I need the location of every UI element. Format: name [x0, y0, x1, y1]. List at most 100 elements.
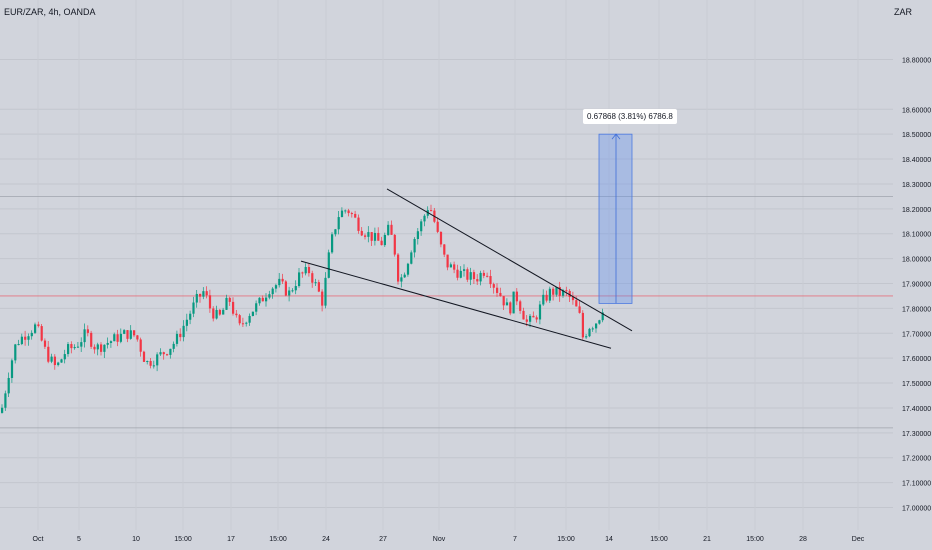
candle-body: [199, 293, 202, 297]
candle-body: [439, 231, 443, 245]
candle-body: [585, 336, 588, 338]
candle-body: [119, 333, 122, 342]
candle-body: [245, 322, 248, 324]
x-tick-label: 15:00: [557, 536, 575, 543]
candle-body: [228, 297, 231, 302]
candle-body: [1, 407, 4, 413]
candle-body: [301, 272, 304, 274]
candle-body: [53, 356, 56, 366]
candle-body: [542, 294, 545, 305]
candle-body: [278, 278, 281, 286]
trendlines[interactable]: [300, 188, 633, 349]
x-tick-label: 15:00: [174, 536, 192, 543]
candle-body: [10, 360, 14, 378]
candle-body: [525, 319, 528, 322]
candle-body: [512, 291, 515, 314]
candle-body: [248, 315, 251, 323]
y-tick-label: 18.60000: [902, 107, 931, 114]
candle-body: [218, 309, 221, 315]
candle-body: [482, 272, 485, 276]
candle-body: [486, 275, 489, 277]
candle-body: [60, 359, 63, 363]
candle-body: [63, 354, 66, 360]
candle-body: [492, 284, 495, 288]
trendline-upper[interactable]: [386, 188, 633, 332]
candle-body: [390, 224, 393, 235]
candle-body: [251, 311, 254, 316]
candle-body: [364, 235, 367, 237]
candle-body: [261, 297, 264, 302]
candle-body: [340, 210, 344, 218]
candle-body: [166, 354, 169, 356]
candle-body: [202, 291, 205, 297]
x-tick-label: 15:00: [269, 536, 287, 543]
symbol-title[interactable]: EUR/ZAR, 4h, OANDA: [4, 7, 96, 17]
candle-body: [14, 344, 17, 361]
candle-body: [86, 329, 89, 333]
candle-body: [205, 291, 208, 296]
y-tick-label: 18.00000: [902, 257, 931, 264]
candle-body: [172, 343, 175, 349]
candle-body: [212, 308, 215, 319]
x-tick-label: 10: [132, 536, 140, 543]
time-axis[interactable]: Oct 5 10 15:00 17 15:00 24 27 Nov 7 15:00 14 15:00 21…: [33, 536, 865, 543]
y-tick-label: 18.80000: [902, 58, 931, 65]
candle-body: [34, 324, 37, 333]
candle-body: [370, 232, 373, 241]
candle-body: [142, 351, 146, 362]
x-tick-label: Dec: [852, 536, 865, 543]
candle-body: [443, 244, 446, 255]
candle-body: [420, 221, 423, 232]
y-tick-label: 17.30000: [902, 431, 931, 438]
y-tick-label: 17.70000: [902, 331, 931, 338]
candle-body: [387, 224, 390, 235]
candle-body: [208, 295, 212, 309]
candle-body: [331, 234, 334, 253]
currency-label: ZAR: [894, 7, 912, 17]
x-tick-label: 14: [605, 536, 613, 543]
candle-body: [453, 264, 456, 270]
candle-body: [238, 315, 241, 324]
candle-body: [103, 344, 106, 352]
y-tick-label: 17.10000: [902, 481, 931, 488]
candle-body: [317, 282, 320, 292]
trendline-lower[interactable]: [300, 260, 612, 349]
candle-body: [274, 285, 278, 289]
gridlines: [0, 59, 893, 508]
y-tick-label: 18.10000: [902, 232, 931, 239]
candle-body: [552, 288, 555, 295]
candle-body: [179, 333, 182, 338]
x-tick-label: 28: [799, 536, 807, 543]
candle-body: [509, 302, 512, 314]
candle-body: [192, 302, 195, 314]
x-tick-label: 24: [322, 536, 330, 543]
candle-body: [416, 231, 419, 240]
x-tick-label: 27: [379, 536, 387, 543]
x-tick-label: 15:00: [650, 536, 668, 543]
candle-body: [162, 352, 165, 355]
candle-body: [562, 290, 565, 296]
candle-body: [575, 300, 578, 307]
y-tick-label: 17.80000: [902, 306, 931, 313]
candle-body: [37, 324, 40, 327]
candle-body: [255, 303, 258, 312]
measure-tool[interactable]: [598, 133, 633, 304]
candle-body: [271, 288, 274, 295]
candle-body: [459, 270, 462, 278]
candle-body: [284, 281, 287, 296]
candle-body: [436, 221, 439, 232]
x-tick-label: 7: [513, 536, 517, 543]
y-tick-label: 17.20000: [902, 456, 931, 463]
candle-body: [241, 323, 245, 325]
y-tick-label: 18.20000: [902, 207, 931, 214]
candle-body: [403, 274, 406, 278]
candle-body: [93, 346, 96, 350]
measure-box[interactable]: [598, 133, 633, 304]
candle-body: [469, 272, 472, 280]
candle-body: [334, 229, 337, 235]
y-tick-label: 17.00000: [902, 506, 931, 513]
price-axis[interactable]: 18.80000 18.60000 18.50000 18.40000 18.30000…: [893, 0, 932, 550]
candle-body: [100, 344, 103, 352]
candle-body: [80, 342, 83, 347]
